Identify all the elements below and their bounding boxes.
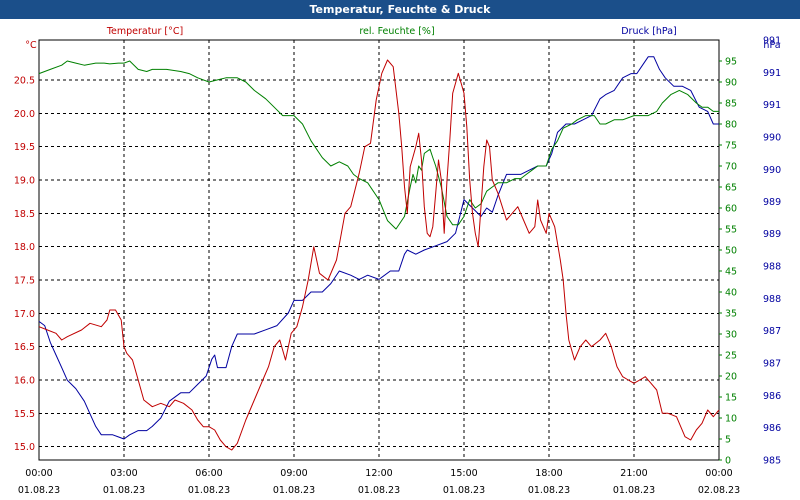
temperature-tick: 16.0 [14,376,35,387]
x-tick-time: 00:00 [705,468,732,479]
x-tick-time: 03:00 [110,468,137,479]
x-tick-date: 01.08.23 [18,485,60,496]
temperature-tick: 20.5 [14,76,35,87]
pressure-unit-label: hPa [763,40,780,51]
chart-title: Temperatur, Feuchte & Druck [0,0,800,19]
humidity-tick: 70 [725,162,737,173]
humidity-tick: 35 [725,309,737,320]
x-tick-time: 18:00 [535,468,562,479]
temperature-tick: 19.0 [14,176,35,187]
humidity-tick: 25 [725,351,737,362]
x-tick-time: 09:00 [280,468,307,479]
x-tick-date: 01.08.23 [443,485,485,496]
humidity-tick: 50 [725,246,737,257]
humidity-tick: 65 [725,183,737,194]
chart-svg: 00:00 01.08.23 03:00 01.08.23 06:00 01.08.23 0… [14,26,781,497]
tick-labels: 00:00 01.08.23 03:00 01.08.23 06:00 01.08.23 0… [14,36,781,497]
humidity-tick: 0 [725,456,731,467]
humidity-tick: 80 [725,120,737,131]
humidity-tick: 5 [725,435,731,446]
x-tick-time: 12:00 [365,468,392,479]
pressure-tick: 990 [763,165,781,176]
x-tick-date: 01.08.23 [528,485,570,496]
pressure-tick: 991 [763,100,781,111]
temperature-unit-label: °C [25,40,37,51]
temperature-tick: 17.0 [14,309,35,320]
humidity-tick: 95 [725,57,737,68]
series-line-temperature [38,59,720,451]
humidity-tick: 15 [725,393,737,404]
temperature-tick: 20.0 [14,109,35,120]
pressure-tick: 985 [763,456,781,467]
humidity-tick: 55 [725,225,737,236]
humidity-tick: 30 [725,330,737,341]
x-tick-date: 01.08.23 [273,485,315,496]
pressure-tick: 991 [763,68,781,79]
x-tick-date: 02.08.23 [698,485,740,496]
pressure-tick: 988 [763,294,781,305]
pressure-tick: 990 [763,133,781,144]
x-tick-date: 01.08.23 [103,485,145,496]
pressure-tick: 987 [763,326,781,337]
humidity-axis-label: rel. Feuchte [%] [359,26,434,37]
x-tick-time: 06:00 [195,468,222,479]
humidity-tick: 75 [725,141,737,152]
series-line-pressure [38,56,719,440]
pressure-tick: 987 [763,358,781,369]
pressure-tick: 989 [763,229,781,240]
x-tick-time: 15:00 [450,468,477,479]
humidity-tick: 60 [725,204,737,215]
pressure-axis-label: Druck [hPa] [621,26,677,37]
temperature-tick: 17.5 [14,276,35,287]
humidity-tick: 90 [725,78,737,89]
humidity-tick: 20 [725,372,737,383]
temperature-tick: 18.5 [14,209,35,220]
x-tick-time: 21:00 [620,468,647,479]
humidity-tick: 85 [725,99,737,110]
temperature-axis-label: Temperatur [°C] [106,26,183,37]
temperature-tick: 15.0 [14,442,35,453]
series-layer [38,56,720,451]
grid-lines [39,40,719,460]
x-tick-date: 01.08.23 [188,485,230,496]
pressure-tick: 986 [763,391,781,402]
temperature-tick: 15.5 [14,409,35,420]
x-tick-date: 01.08.23 [613,485,655,496]
humidity-tick: 10 [725,414,737,425]
series-line-humidity [38,60,719,230]
pressure-tick: 988 [763,261,781,272]
temperature-tick: 16.5 [14,342,35,353]
x-tick-date: 01.08.23 [358,485,400,496]
pressure-tick: 986 [763,423,781,434]
humidity-tick: 40 [725,288,737,299]
pressure-tick: 991 [763,36,781,47]
temperature-tick: 18.0 [14,242,35,253]
temperature-tick: 19.5 [14,142,35,153]
x-tick-time: 00:00 [25,468,52,479]
humidity-tick: 45 [725,267,737,278]
pressure-tick: 989 [763,197,781,208]
